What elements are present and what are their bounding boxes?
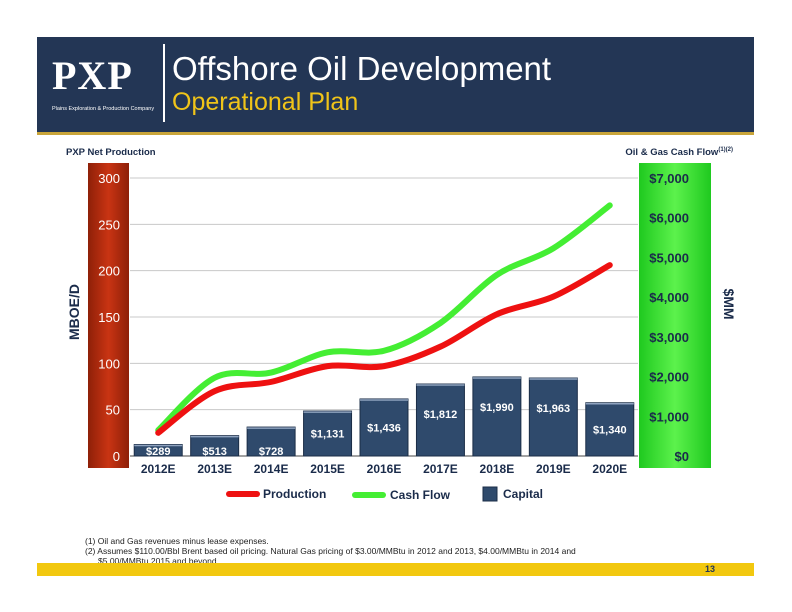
footnotes: (1) Oil and Gas revenues minus lease exp…: [85, 536, 576, 566]
right-axis-header-text: Oil & Gas Cash Flow: [625, 147, 719, 158]
page-number: 13: [705, 564, 716, 574]
footnote-1: (1) Oil and Gas revenues minus lease exp…: [85, 536, 269, 546]
x-tick-label: 2018E: [480, 462, 515, 476]
x-tick-label: 2016E: [367, 462, 402, 476]
production-line: [155, 262, 613, 436]
right-tick-label: $5,000: [649, 250, 689, 265]
legend-production-label: Production: [263, 487, 326, 501]
x-tick-label: 2020E: [592, 462, 627, 476]
capital-bar-label: $1,990: [480, 402, 514, 414]
left-tick-label: 200: [98, 264, 120, 279]
legend-capital-label: Capital: [503, 487, 543, 501]
right-axis-header: Oil & Gas Cash Flow(1)(2): [625, 147, 733, 158]
right-axis-label: $MM: [721, 288, 737, 319]
right-tick-label: $4,000: [649, 290, 689, 305]
header-divider: [163, 44, 165, 122]
capital-bar-label: $1,812: [424, 409, 458, 421]
capital-bar: [472, 376, 522, 457]
x-tick-label: 2014E: [254, 462, 289, 476]
x-tick-label: 2017E: [423, 462, 458, 476]
right-tick-label: $1,000: [649, 409, 689, 424]
left-tick-label: 100: [98, 356, 120, 371]
page-subtitle: Operational Plan: [172, 88, 359, 116]
left-tick-label: 50: [106, 403, 120, 418]
left-tick-label: 300: [98, 171, 120, 186]
left-tick-label: 250: [98, 217, 120, 232]
capital-bar: [359, 398, 409, 457]
left-axis-panel: [88, 163, 129, 468]
footer-bar: [37, 563, 754, 576]
capital-bar: [303, 410, 353, 457]
capital-bar: [415, 383, 465, 457]
x-tick-label: 2012E: [141, 462, 176, 476]
header-accent-line: [37, 132, 754, 135]
logo-text: PXP: [52, 53, 133, 98]
capital-bar-label: $728: [259, 446, 283, 458]
capital-bar-label: $1,340: [593, 424, 627, 436]
cash-flow-line: [155, 202, 613, 434]
x-tick-label: 2019E: [536, 462, 571, 476]
page-title: Offshore Oil Development: [172, 50, 552, 87]
x-tick-label: 2013E: [197, 462, 232, 476]
left-axis-label: MBOE/D: [66, 284, 82, 340]
capital-bar: [133, 444, 183, 457]
right-tick-label: $6,000: [649, 211, 689, 226]
capital-bar: [585, 402, 635, 457]
legend-cash-flow-label: Cash Flow: [390, 488, 451, 502]
capital-bar-label: $1,963: [537, 403, 571, 415]
header-banner: [37, 37, 754, 132]
right-axis-header-superscript: (1)(2): [718, 147, 733, 153]
footnote-2-continued: $5.00/MMBtu 2015 and beyond.: [98, 556, 219, 566]
right-tick-label: $0: [675, 449, 689, 464]
capital-bar-label: $1,131: [311, 429, 345, 441]
right-tick-label: $2,000: [649, 370, 689, 385]
legend-capital-swatch: [482, 486, 498, 502]
x-tick-label: 2015E: [310, 462, 345, 476]
capital-bar-label: $1,436: [367, 422, 401, 434]
capital-bar: [190, 435, 240, 457]
left-tick-label: 150: [98, 310, 120, 325]
capital-bar-label: $513: [202, 446, 226, 458]
footnote-2: (2) Assumes $110.00/Bbl Brent based oil …: [85, 546, 576, 556]
capital-bar: [246, 426, 296, 457]
left-tick-label: 0: [113, 449, 120, 464]
right-tick-label: $3,000: [649, 330, 689, 345]
left-axis-header: PXP Net Production: [66, 147, 156, 158]
pxp-logo: PXP Plains Exploration & Production Comp…: [52, 54, 162, 120]
capital-bar-label: $289: [146, 446, 170, 458]
right-axis-panel: [639, 163, 711, 468]
capital-bar: [528, 377, 578, 457]
logo-subtitle: Plains Exploration & Production Company: [52, 106, 155, 112]
right-tick-label: $7,000: [649, 171, 689, 186]
